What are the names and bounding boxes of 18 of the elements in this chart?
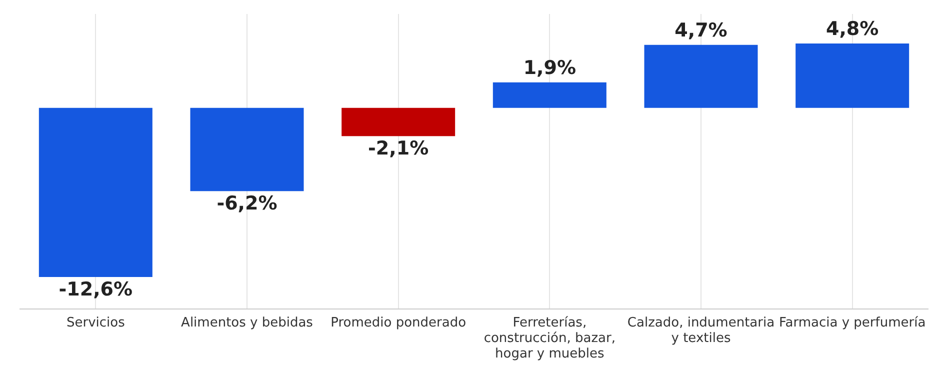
data-label: 4,7% xyxy=(674,19,728,42)
bar xyxy=(342,108,456,136)
bar xyxy=(38,108,152,277)
x-tick-label: Promedio ponderado xyxy=(330,315,466,330)
x-tick-label: Alimentos y bebidas xyxy=(181,315,314,330)
x-tick-label: Farmacia y perfumería xyxy=(778,315,926,330)
bar xyxy=(796,44,910,108)
x-tick-label: Servicios xyxy=(66,315,126,330)
bar xyxy=(644,44,758,108)
bar xyxy=(492,82,606,108)
data-label: -12,6% xyxy=(58,278,133,300)
data-label: -6,2% xyxy=(216,192,278,215)
bar xyxy=(190,108,304,192)
data-label: -2,1% xyxy=(368,138,429,160)
x-tick-label: Ferreterías, construcción, bazar, hogar y muebles xyxy=(484,315,616,362)
data-label: 4,8% xyxy=(826,18,879,40)
data-label: 1,9% xyxy=(523,56,576,79)
x-tick-label: Calzado, indumentaria y textiles xyxy=(627,315,775,346)
